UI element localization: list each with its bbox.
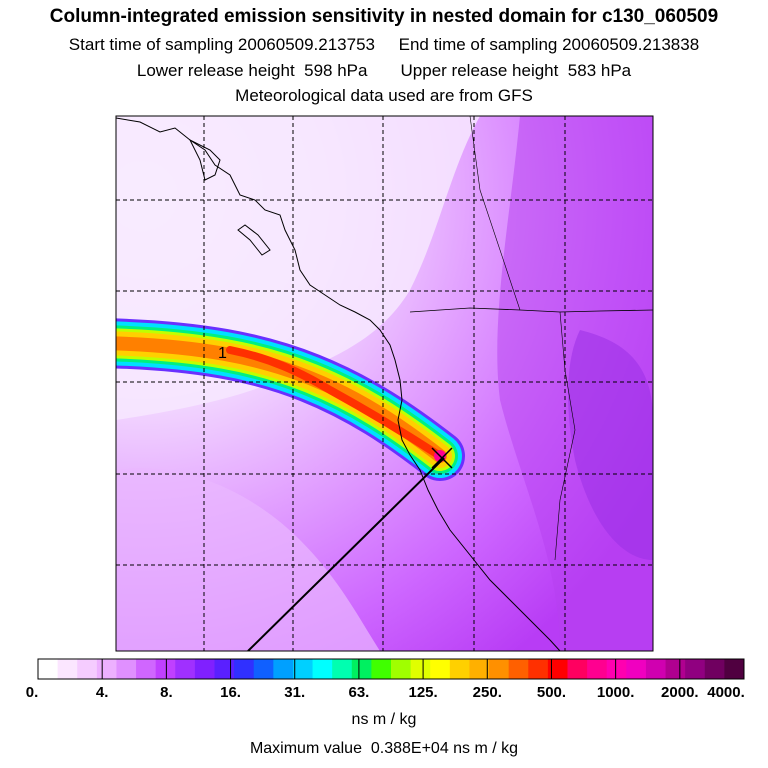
colorbar-swatch [253,659,274,679]
border-line-3 [554,311,576,561]
colorbar-tick-label: 500. [536,684,567,701]
colorbar-tick-label: 2000. [661,684,699,701]
colorbar-swatch [410,659,431,679]
colorbar-tick-label: 1000. [596,684,635,701]
colorbar-swatch [547,659,568,679]
colorbar-swatch [528,659,549,679]
colorbar-tick-label: 63. [348,684,370,701]
light-region-south [116,468,380,651]
colorbar-swatch [371,659,392,679]
colorbar-swatch [449,659,470,679]
colorbar-swatch [430,659,451,679]
maximum-value: Maximum value 0.388E+04 ns m / kg [249,740,519,757]
colorbar-swatch [606,659,627,679]
colorbar-swatch [116,659,137,679]
colorbar-swatch [391,659,412,679]
colorbar-tick-label: 4. [95,684,109,701]
colorbar-tick-label: 8. [160,684,173,701]
colorbar-swatch [489,659,510,679]
colorbar-swatch [724,659,745,679]
colorbar-tick-label: 4000. [707,684,745,701]
colorbar-swatch [234,659,255,679]
map-frame [115,115,654,652]
plume-label: 1 [218,345,227,362]
colorbar-swatch [96,659,117,679]
dark-region-core [568,330,653,560]
page-title: Column-integrated emission sensitivity i… [49,6,719,27]
colorbar-swatch [38,659,59,679]
colorbar-swatch [351,659,372,679]
colorbar-swatch [508,659,529,679]
colorbar-swatch [704,659,725,679]
colorbar-swatch [175,659,196,679]
colorbar-swatch [194,659,215,679]
colorbar-swatch [587,659,608,679]
colorbar-tick-label: 250. [472,684,502,701]
colorbar-swatch [155,659,176,679]
release-point-marker [431,447,453,469]
colorbar-swatch [626,659,647,679]
colorbar-swatch [77,659,98,679]
colorbar-swatch [292,659,314,679]
colorbar-tick-label: 31. [284,684,306,701]
sampling-time-line: Start time of sampling 20060509.213753 E… [68,35,700,54]
colorbar-tick-label: 125. [408,684,438,701]
baja-peninsula [188,138,271,256]
colorbar-swatch [665,659,686,679]
colorbar-swatch [312,659,333,679]
colorbar-swatch [332,659,353,679]
colorbar-swatch [469,659,490,679]
colorbar-swatch [214,659,235,679]
flight-track [247,457,445,651]
colorbar-tick-label: 0. [25,684,39,701]
colorbar-swatch [273,659,294,679]
graticule [116,116,653,651]
colorbar [37,658,745,680]
colorbar-swatch [567,659,588,679]
colorbar-units: ns m / kg [351,711,417,728]
colorbar-frame [37,658,745,680]
met-data-line: Meteorological data used are from GFS [235,86,533,105]
release-height-line: Lower release height 598 hPa Upper relea… [136,61,632,80]
colorbar-swatch [645,659,667,679]
colorbar-swatch [57,659,78,679]
border-line-2 [469,116,521,311]
colorbar-tick-label: 16. [220,684,241,701]
colorbar-swatch [136,659,157,679]
colorbar-swatch [685,659,706,679]
border-line [409,307,653,313]
